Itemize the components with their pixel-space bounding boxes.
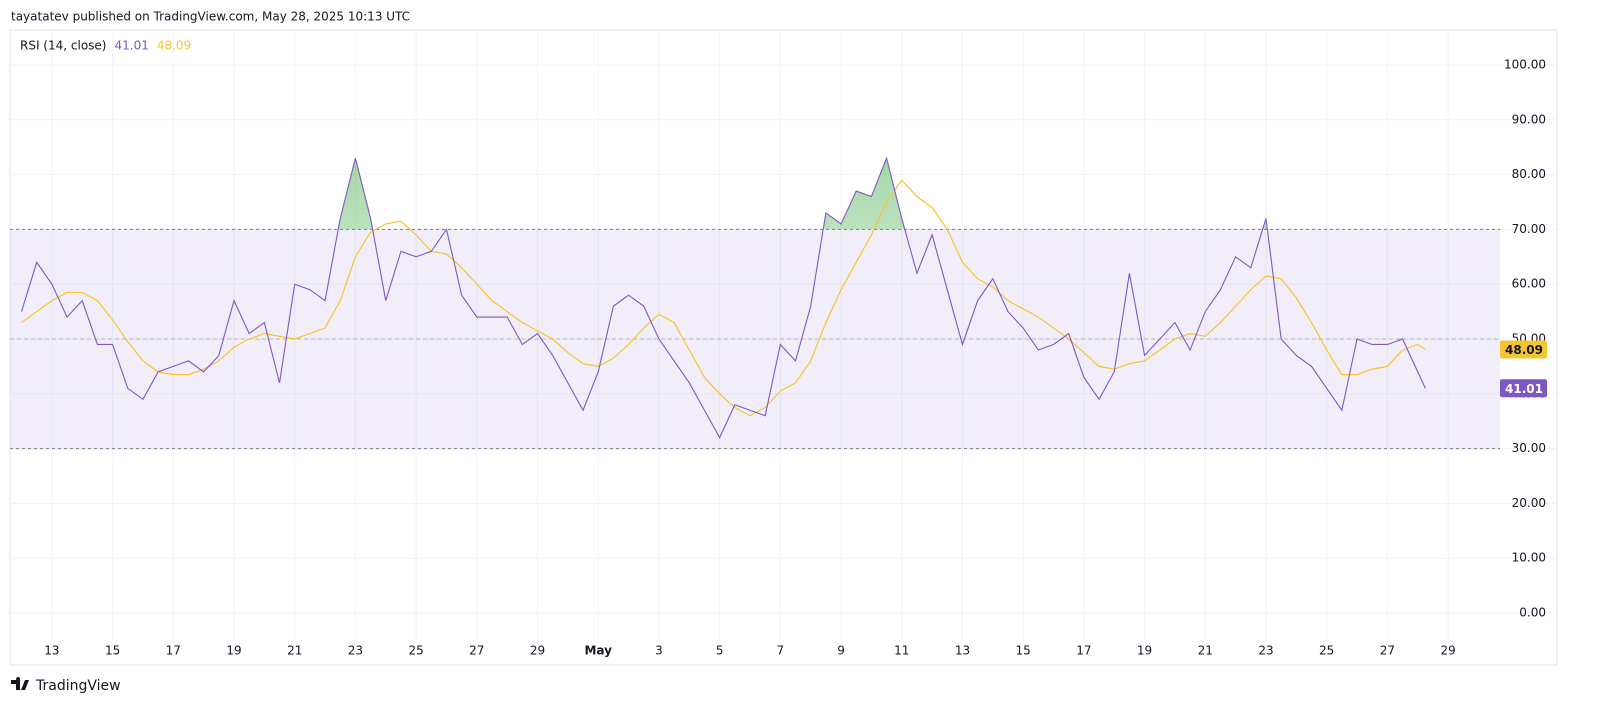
rsi-line	[21, 156, 1426, 439]
x-tick-label: 7	[777, 644, 785, 658]
x-tick-label: 29	[530, 644, 545, 658]
x-tick-label: 23	[1258, 644, 1273, 658]
x-tick-label: 3	[655, 644, 663, 658]
last-value-label: 48.09	[1505, 343, 1543, 357]
legend-value: 48.09	[157, 39, 191, 53]
x-tick-label: 9	[837, 644, 845, 658]
legend: RSI (14, close) 41.01 48.09	[20, 39, 191, 53]
x-tick-label: 19	[1137, 644, 1152, 658]
x-tick-label: 15	[1016, 644, 1031, 658]
x-tick-label: 21	[1198, 644, 1213, 658]
last-value-label: 41.01	[1505, 382, 1543, 396]
x-tick-label: 25	[408, 644, 423, 658]
x-tick-label: 19	[226, 644, 241, 658]
x-tick-label: 17	[1076, 644, 1091, 658]
x-tick-label: 13	[955, 644, 970, 658]
x-tick-label: 27	[469, 644, 484, 658]
y-tick-label: 100.00	[1504, 58, 1546, 72]
y-tick-label: 20.00	[1512, 496, 1546, 510]
y-tick-label: 30.00	[1512, 441, 1546, 455]
background-layer	[10, 30, 1557, 640]
brand-name: TradingView	[35, 678, 121, 694]
x-tick-label: 11	[894, 644, 909, 658]
y-tick-label: 80.00	[1512, 167, 1546, 181]
last-value-badge	[1500, 379, 1547, 398]
legend-value: 41.01	[114, 39, 148, 53]
x-tick-label: 5	[716, 644, 724, 658]
y-tick-label: 70.00	[1512, 222, 1546, 236]
y-tick-label: 10.00	[1512, 551, 1546, 565]
foreground-layer: 0.0010.0020.0030.0040.0050.0060.0070.008…	[21, 58, 1547, 658]
last-value-badge	[1500, 340, 1547, 359]
x-tick-label: 17	[166, 644, 181, 658]
x-tick-label: 23	[348, 644, 363, 658]
x-tick-label: May	[584, 644, 612, 658]
publish-info: tayatatev published on TradingView.com, …	[11, 10, 410, 24]
brand-logo	[11, 677, 29, 690]
x-tick-label: 15	[105, 644, 120, 658]
x-tick-label: 29	[1440, 644, 1455, 658]
indicator-name: RSI (14, close)	[20, 39, 106, 53]
y-tick-label: 90.00	[1512, 112, 1546, 126]
x-tick-label: 13	[44, 644, 59, 658]
y-tick-label: 0.00	[1519, 605, 1546, 619]
x-tick-label: 25	[1319, 644, 1334, 658]
x-tick-label: 27	[1380, 644, 1395, 658]
pane-border	[9, 29, 1558, 666]
x-tick-label: 21	[287, 644, 302, 658]
ma-line	[21, 179, 1426, 417]
brand: TradingView	[11, 677, 121, 694]
y-tick-label: 60.00	[1512, 277, 1546, 291]
